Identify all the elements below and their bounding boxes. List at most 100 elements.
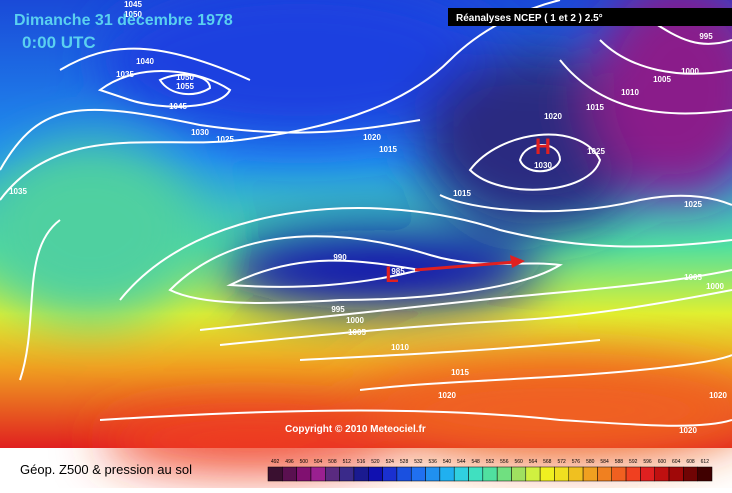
date-title: Dimanche 31 décembre 1978 — [14, 12, 233, 29]
scale-cell — [525, 466, 541, 482]
low-center: L — [385, 262, 398, 287]
scale-cell — [482, 466, 498, 482]
isobar-label: 1020 — [709, 391, 727, 400]
isobar-label: 1020 — [679, 426, 697, 435]
scale-cell — [539, 466, 555, 482]
color-scale: 492 496 500 504 508 512 516 520 524 528 532 536 540 5… — [267, 459, 713, 482]
scale-cell — [496, 466, 512, 482]
scale-cell — [625, 466, 641, 482]
isobar-label: 995 — [331, 305, 345, 314]
scale-cell — [697, 466, 713, 482]
isobar-label: 1015 — [586, 103, 604, 112]
scale-label: 584 — [600, 459, 609, 465]
scale-label: 564 — [529, 459, 538, 465]
isobar-label: 1010 — [621, 88, 639, 97]
source-text: Réanalyses NCEP ( 1 et 2 ) 2.5° — [456, 13, 603, 24]
scale-label: 552 — [486, 459, 495, 465]
isobar-label: 1000 — [706, 282, 724, 291]
trajectory-arrow — [414, 260, 516, 272]
scale-cell — [410, 466, 426, 482]
scale-label: 600 — [658, 459, 667, 465]
isobar-label: 1030 — [534, 161, 552, 170]
scale-cell — [396, 466, 412, 482]
scale-cell — [640, 466, 655, 482]
isobar-label: 1025 — [587, 147, 605, 156]
isobar-label: 1025 — [684, 200, 702, 209]
scale-label: 556 — [500, 459, 509, 465]
scale-label: 572 — [557, 459, 566, 465]
scale-cell — [683, 466, 698, 482]
isobar-label: 995 — [699, 32, 713, 41]
isobar-label: 1030 — [191, 128, 209, 137]
scale-label: 608 — [686, 459, 695, 465]
scale-cell — [468, 466, 484, 482]
scale-cell — [425, 466, 441, 482]
isobar-label: 1000 — [681, 67, 699, 76]
scale-cell — [554, 466, 570, 482]
scale-label: 576 — [572, 459, 581, 465]
legend-title: Géop. Z500 & pression au sol — [20, 462, 192, 477]
scale-cell — [353, 466, 369, 482]
scale-cell — [310, 466, 326, 482]
isobar-label: 1005 — [653, 75, 671, 84]
scale-label: 540 — [443, 459, 452, 465]
scale-cell — [568, 466, 584, 482]
isobar-label: 1020 — [544, 112, 562, 121]
isobar-label: 1035 — [116, 70, 134, 79]
map-background — [0, 0, 732, 470]
scale-cell — [511, 466, 527, 482]
isobar-label: 1015 — [379, 145, 397, 154]
source-box — [448, 8, 732, 26]
isobar-label: 990 — [333, 253, 347, 262]
scale-cell — [654, 466, 670, 482]
scale-cell — [597, 466, 612, 482]
isobar-label: 1055 — [176, 82, 194, 91]
scale-cell — [668, 466, 684, 482]
isobar-label: 1045 — [169, 102, 187, 111]
isobars — [0, 0, 732, 426]
scale-label: 568 — [543, 459, 552, 465]
scale-cell — [582, 466, 598, 482]
scale-label: 560 — [514, 459, 523, 465]
scale-cell — [453, 466, 469, 482]
scale-label: 532 — [414, 459, 423, 465]
scale-label: 596 — [643, 459, 652, 465]
isobar-label: 1015 — [453, 189, 471, 198]
scale-label: 520 — [371, 459, 380, 465]
high-center: H — [535, 134, 551, 159]
isobar-label: 985 — [391, 267, 405, 276]
isobar-label: 1035 — [9, 187, 27, 196]
isobar-label: 1020 — [438, 391, 456, 400]
time-title: 0:00 UTC — [22, 33, 96, 52]
scale-cell — [611, 466, 627, 482]
scale-label: 504 — [314, 459, 323, 465]
scale-label: 508 — [328, 459, 337, 465]
scale-cell — [325, 466, 340, 482]
scale-cell — [282, 466, 297, 482]
isobar-label: 1010 — [391, 343, 409, 352]
copyright: Copyright © 2010 Meteociel.fr — [285, 424, 426, 435]
scale-cell — [339, 466, 355, 482]
scale-label: 500 — [300, 459, 309, 465]
arrow-head — [510, 255, 525, 268]
scale-label: 580 — [586, 459, 595, 465]
scale-cell — [382, 466, 398, 482]
scale-cell — [368, 466, 383, 482]
isobar-label: 1025 — [216, 135, 234, 144]
isobar-label: 1050 — [124, 10, 142, 19]
isobar-label: 1020 — [363, 133, 381, 142]
scale-cell — [296, 466, 312, 482]
isobar-label: 1050 — [176, 73, 194, 82]
scale-label: 592 — [629, 459, 638, 465]
scale-label: 588 — [615, 459, 624, 465]
isobar-label: 1000 — [346, 316, 364, 325]
scale-label: 528 — [400, 459, 409, 465]
isobar-label: 1005 — [348, 328, 366, 337]
scale-cell — [439, 466, 455, 482]
isobar-label: 1005 — [684, 273, 702, 282]
scale-label: 512 — [343, 459, 352, 465]
isobar-label: 1045 — [124, 0, 142, 9]
isobar-label: 1015 — [451, 368, 469, 377]
